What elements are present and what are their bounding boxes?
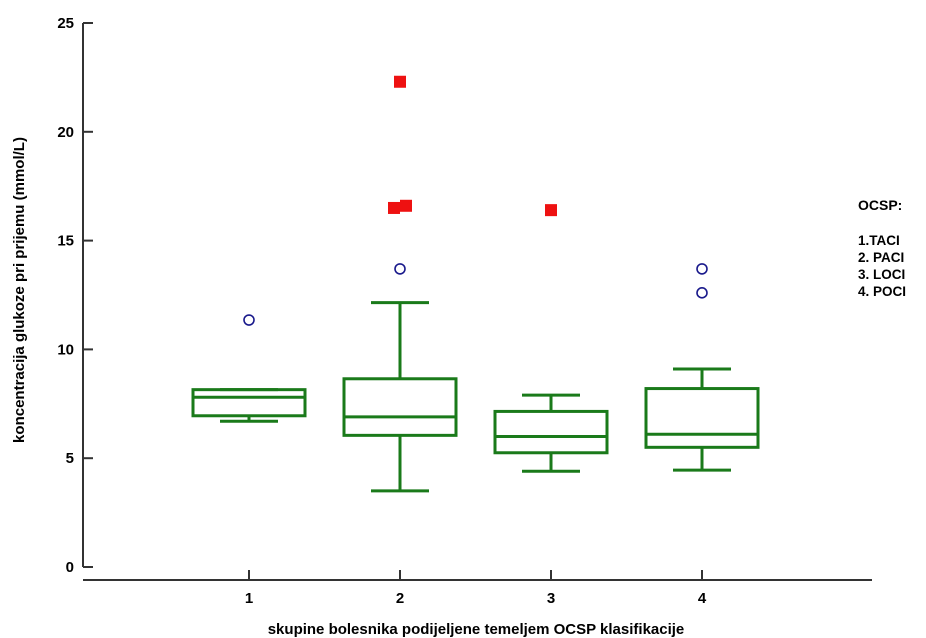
x-tick-label: 2 xyxy=(396,590,404,607)
box-iqr xyxy=(342,377,458,437)
far-outlier-point xyxy=(394,75,406,88)
box-iqr xyxy=(191,388,307,418)
outlier-points xyxy=(243,75,708,326)
box-group-1 xyxy=(191,388,307,423)
y-tick-label: 25 xyxy=(57,15,74,32)
far-outlier-point xyxy=(400,199,412,212)
y-tick-label: 10 xyxy=(57,341,74,358)
box-iqr xyxy=(493,409,609,455)
legend-item-loci: 3. LOCI xyxy=(858,267,906,282)
far-outlier-point xyxy=(545,204,557,217)
axes: 0 5 10 15 20 25 1 2 3 4 xyxy=(57,15,872,607)
legend: OCSP: 1.TACI 2. PACI 3. LOCI 4. POCI xyxy=(858,197,906,300)
outlier-point xyxy=(696,287,708,299)
y-tick-label: 5 xyxy=(66,450,74,467)
legend-title: OCSP: xyxy=(858,197,903,213)
x-tick-label: 1 xyxy=(245,590,253,607)
far-outlier-point xyxy=(388,201,400,214)
legend-item-paci: 2. PACI xyxy=(858,250,905,265)
y-axis-title: koncentracija glukoze pri prijemu (mmol/… xyxy=(11,137,28,443)
x-tick-label: 3 xyxy=(547,590,555,607)
y-tick-label: 20 xyxy=(57,124,74,141)
legend-item-poci: 4. POCI xyxy=(858,284,907,299)
x-tick-label: 4 xyxy=(698,590,707,607)
outlier-point xyxy=(243,314,255,326)
y-tick-label: 15 xyxy=(57,233,74,250)
y-tick-label: 0 xyxy=(66,559,74,576)
outlier-point xyxy=(696,263,708,275)
box-group-3 xyxy=(493,393,609,473)
legend-item-taci: 1.TACI xyxy=(858,233,900,248)
box-group-4 xyxy=(644,367,760,472)
box-series xyxy=(191,301,760,493)
x-axis-title: skupine bolesnika podijeljene temeljem O… xyxy=(268,621,685,638)
box-group-2 xyxy=(342,301,458,493)
outlier-point xyxy=(394,263,406,275)
box-iqr xyxy=(644,387,760,449)
